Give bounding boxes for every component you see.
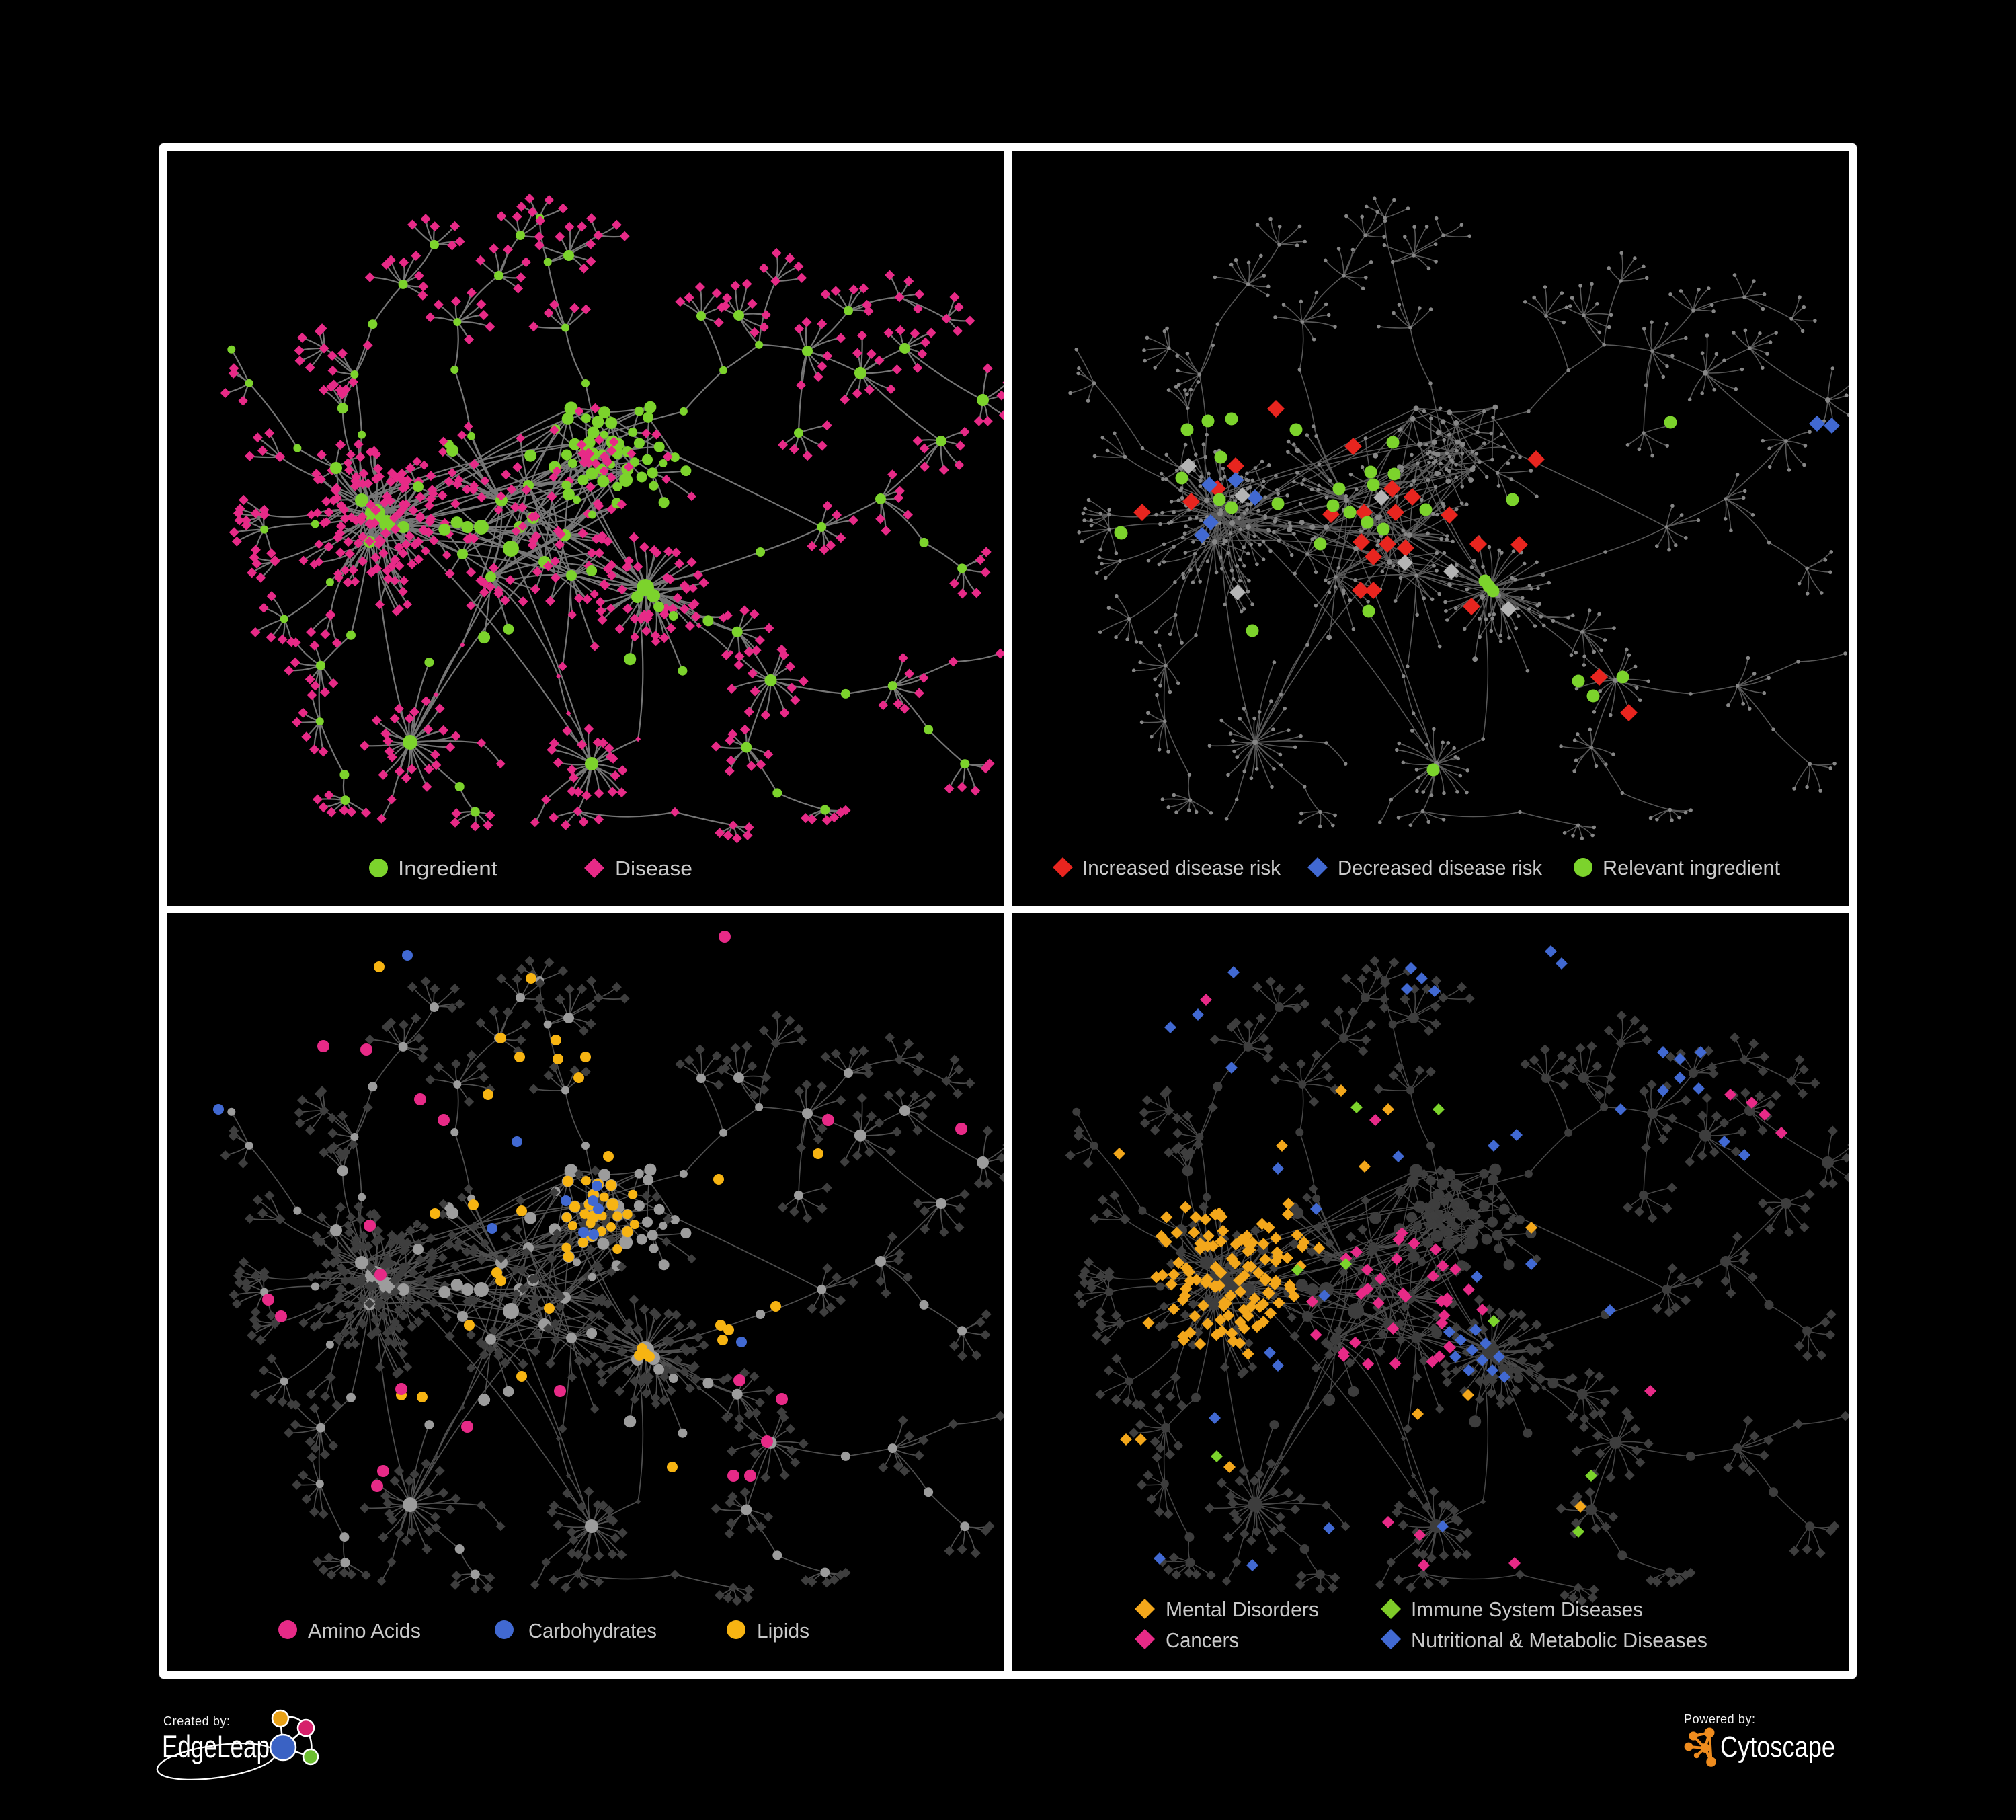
svg-text:Cancers: Cancers	[1166, 1628, 1239, 1652]
svg-text:Amino Acids: Amino Acids	[308, 1619, 421, 1643]
svg-text:Mental Disorders: Mental Disorders	[1166, 1597, 1319, 1621]
svg-text:Powered by:: Powered by:	[1684, 1712, 1756, 1726]
svg-text:Created by:: Created by:	[163, 1714, 231, 1728]
svg-text:Increased disease risk: Increased disease risk	[1082, 856, 1281, 879]
svg-text:Carbohydrates: Carbohydrates	[528, 1619, 657, 1643]
svg-text:Immune System Diseases: Immune System Diseases	[1411, 1597, 1643, 1621]
svg-text:EdgeLeap: EdgeLeap	[162, 1729, 270, 1764]
svg-text:Lipids: Lipids	[757, 1619, 809, 1643]
svg-text:Decreased disease risk: Decreased disease risk	[1338, 856, 1542, 879]
svg-text:Disease: Disease	[615, 857, 692, 880]
svg-text:Ingredient: Ingredient	[398, 857, 497, 880]
svg-text:Cytoscape: Cytoscape	[1720, 1731, 1835, 1764]
svg-text:Relevant ingredient: Relevant ingredient	[1603, 856, 1780, 879]
svg-text:Nutritional & Metabolic Diseas: Nutritional & Metabolic Diseases	[1411, 1628, 1707, 1652]
